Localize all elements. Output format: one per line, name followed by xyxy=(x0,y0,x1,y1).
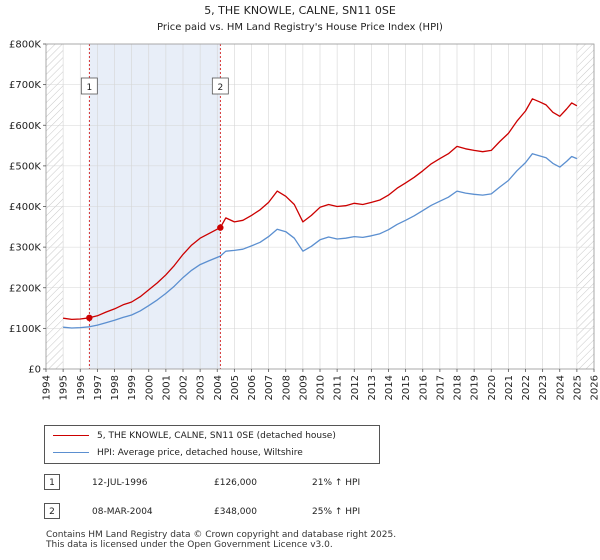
x-tick-label: 2020 xyxy=(487,375,498,400)
x-tick-label: 2000 xyxy=(144,375,155,400)
price-chart: 5, THE KNOWLE, CALNE, SN11 0SE Price pai… xyxy=(9,4,600,400)
footer: Contains HM Land Registry data © Crown c… xyxy=(46,530,397,550)
x-tick-label: 2008 xyxy=(281,375,292,400)
x-tick-label: 1995 xyxy=(59,375,70,400)
y-tick-label: £700K xyxy=(9,80,41,91)
x-tick-label: 2015 xyxy=(401,375,412,400)
x-tick-label: 2023 xyxy=(538,375,549,400)
y-tick-label: £100K xyxy=(9,324,41,335)
sale-marker-label: 2 xyxy=(217,83,223,93)
legend: 5, THE KNOWLE, CALNE, SN11 0SE (detached… xyxy=(44,425,380,464)
y-tick-label: £300K xyxy=(9,243,41,254)
footer-licence: This data is licensed under the Open Gov… xyxy=(46,539,333,550)
footer-copyright: Contains HM Land Registry data © Crown c… xyxy=(46,530,397,540)
x-tick-label: 2005 xyxy=(230,375,241,400)
x-tick-label: 2013 xyxy=(367,375,378,400)
x-tick-label: 2002 xyxy=(179,375,190,400)
sale-badge: 1 xyxy=(44,474,60,490)
x-tick-label: 2019 xyxy=(470,375,481,400)
y-tick-label: £500K xyxy=(9,161,41,172)
legend-item-property: 5, THE KNOWLE, CALNE, SN11 0SE (detached… xyxy=(53,428,336,444)
sale-marker-label: 1 xyxy=(86,83,92,93)
x-tick-label: 1999 xyxy=(127,375,138,400)
sale-hpi-change: 21% ↑ HPI xyxy=(312,478,361,488)
chart-subtitle: Price paid vs. HM Land Registry's House … xyxy=(157,22,443,33)
series-line xyxy=(63,98,578,321)
legend-swatch-property xyxy=(53,435,89,436)
x-tick-label: 2016 xyxy=(418,375,429,400)
x-tick-label: 1996 xyxy=(76,375,87,400)
y-tick-label: £400K xyxy=(9,202,41,213)
y-tick-label: £600K xyxy=(9,121,41,132)
x-tick-label: 2021 xyxy=(504,375,515,400)
sale-date: 08-MAR-2004 xyxy=(92,507,153,517)
x-tick-label: 2007 xyxy=(264,375,275,400)
x-tick-label: 2026 xyxy=(590,375,600,400)
legend-item-hpi: HPI: Average price, detached house, Wilt… xyxy=(53,445,303,461)
x-tick-label: 1998 xyxy=(110,375,121,400)
sale-price: £126,000 xyxy=(214,478,257,488)
x-tick-label: 2012 xyxy=(350,375,361,400)
x-tick-label: 2001 xyxy=(161,375,172,400)
legend-swatch-hpi xyxy=(53,452,89,453)
x-tick-label: 2025 xyxy=(572,375,583,400)
x-tick-label: 2014 xyxy=(384,375,395,400)
x-tick-label: 2022 xyxy=(521,375,532,400)
x-tick-label: 2009 xyxy=(298,375,309,400)
x-tick-label: 1997 xyxy=(93,375,104,400)
sale-price: £348,000 xyxy=(214,507,257,517)
x-tick-label: 2004 xyxy=(213,375,224,400)
series-line xyxy=(63,153,578,329)
x-tick-label: 2018 xyxy=(453,375,464,400)
x-tick-label: 1994 xyxy=(42,375,53,400)
x-tick-label: 2006 xyxy=(247,375,258,400)
sale-date: 12-JUL-1996 xyxy=(92,478,148,488)
sale-marker-box xyxy=(80,77,98,95)
x-tick-label: 2010 xyxy=(316,375,327,400)
legend-label-hpi: HPI: Average price, detached house, Wilt… xyxy=(97,448,303,458)
x-tick-label: 2024 xyxy=(555,375,566,400)
y-tick-label: £800K xyxy=(9,40,41,51)
y-tick-label: £0 xyxy=(28,365,41,376)
chart-title: 5, THE KNOWLE, CALNE, SN11 0SE xyxy=(204,4,396,17)
sale-point xyxy=(217,224,224,231)
x-tick-label: 2003 xyxy=(196,375,207,400)
x-tick-label: 2011 xyxy=(333,375,344,400)
sale-marker-box xyxy=(211,77,229,95)
sale-badge: 2 xyxy=(44,503,60,519)
sale-hpi-change: 25% ↑ HPI xyxy=(312,507,361,517)
legend-label-property: 5, THE KNOWLE, CALNE, SN11 0SE (detached… xyxy=(97,431,336,441)
x-tick-label: 2017 xyxy=(435,375,446,400)
y-tick-label: £200K xyxy=(9,283,41,294)
